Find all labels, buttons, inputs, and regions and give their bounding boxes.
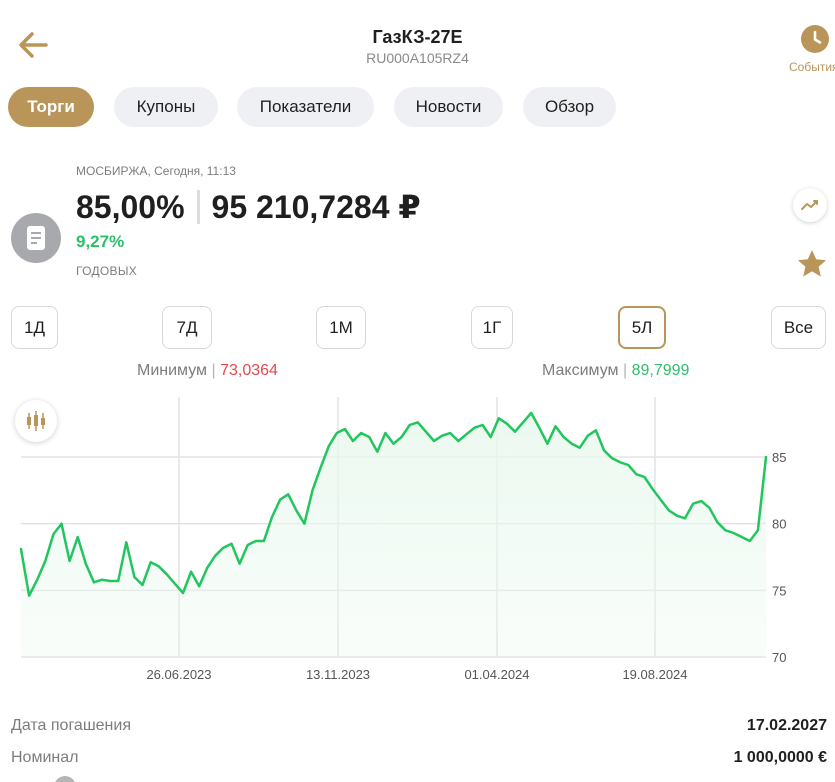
tab-indicators[interactable]: Показатели	[237, 87, 374, 127]
nominal-label: Номинал	[11, 749, 79, 766]
period-7d[interactable]: 7Д	[162, 306, 212, 349]
period-5y[interactable]: 5Л	[618, 306, 666, 349]
period-1m[interactable]: 1М	[316, 306, 366, 349]
info-icon	[54, 776, 76, 782]
maximum-value: 89,7999	[631, 362, 690, 379]
star-icon	[798, 250, 826, 277]
maturity-date-label: Дата погашения	[11, 717, 131, 734]
minimum-stat: Минимум | 73,0364	[137, 362, 278, 379]
favorite-button[interactable]	[795, 247, 829, 281]
y-tick-label: 80	[772, 517, 786, 532]
x-tick-label: 01.04.2024	[464, 667, 529, 682]
header: ГазКЗ-27Е RU000A105RZ4 События	[0, 0, 835, 85]
tab-coupons[interactable]: Купоны	[114, 87, 218, 127]
price-divider	[196, 190, 200, 224]
tab-news[interactable]: Новости	[394, 87, 503, 127]
y-tick-label: 75	[772, 583, 786, 598]
maximum-label: Максимум	[542, 362, 619, 379]
period-1d[interactable]: 1Д	[11, 306, 58, 349]
maturity-date-row: Дата погашения 17.02.2027	[11, 717, 827, 741]
candlestick-icon	[27, 411, 45, 431]
y-tick-label: 70	[772, 650, 786, 665]
exchange-timestamp: МОСБИРЖА, Сегодня, 11:13	[76, 164, 236, 178]
price-line	[19, 411, 768, 597]
nominal-value: 1 000,0000 €	[733, 749, 827, 766]
price-row: 85,00% 95 210,7284 ₽	[76, 188, 421, 226]
minimum-value: 73,0364	[220, 362, 278, 379]
x-tick-label: 26.06.2023	[146, 667, 211, 682]
price-chart[interactable]: 85 80 75 70 26.06.2023 13.11.2023 01.04.2024 19…	[0, 392, 835, 692]
period-all[interactable]: Все	[771, 306, 826, 349]
yield-value: 9,27%	[76, 232, 125, 251]
period-selector: 1Д 7Д 1М 1Г 5Л Все	[0, 306, 835, 350]
period-1y[interactable]: 1Г	[471, 306, 513, 349]
tab-overview[interactable]: Обзор	[523, 87, 616, 127]
back-button[interactable]	[14, 28, 52, 62]
x-tick-label: 19.08.2024	[622, 667, 687, 682]
maximum-stat: Максимум | 89,7999	[542, 362, 690, 379]
events-label: События	[789, 60, 835, 74]
events-button[interactable]: События	[786, 22, 835, 78]
yield-label: ГОДОВЫХ	[76, 264, 138, 278]
tab-trading[interactable]: Торги	[8, 87, 94, 127]
price-area	[21, 413, 766, 657]
x-tick-label: 13.11.2023	[306, 667, 370, 682]
nominal-row: Номинал 1 000,0000 €	[11, 749, 827, 773]
trend-button[interactable]	[793, 188, 827, 222]
price-value: 95 210,7284 ₽	[211, 189, 421, 225]
clock-icon	[801, 25, 829, 53]
y-tick-label: 85	[772, 450, 786, 465]
minimum-label: Минимум	[137, 362, 208, 379]
document-icon	[11, 213, 61, 263]
isin-code: RU000A105RZ4	[366, 50, 469, 66]
page-title: ГазКЗ-27Е	[372, 27, 463, 47]
arrow-left-icon	[19, 32, 48, 58]
candlestick-toggle-button[interactable]	[15, 400, 57, 442]
price-percent: 85,00%	[76, 188, 185, 225]
trend-up-icon	[801, 200, 818, 210]
maturity-date-value: 17.02.2027	[746, 717, 827, 734]
